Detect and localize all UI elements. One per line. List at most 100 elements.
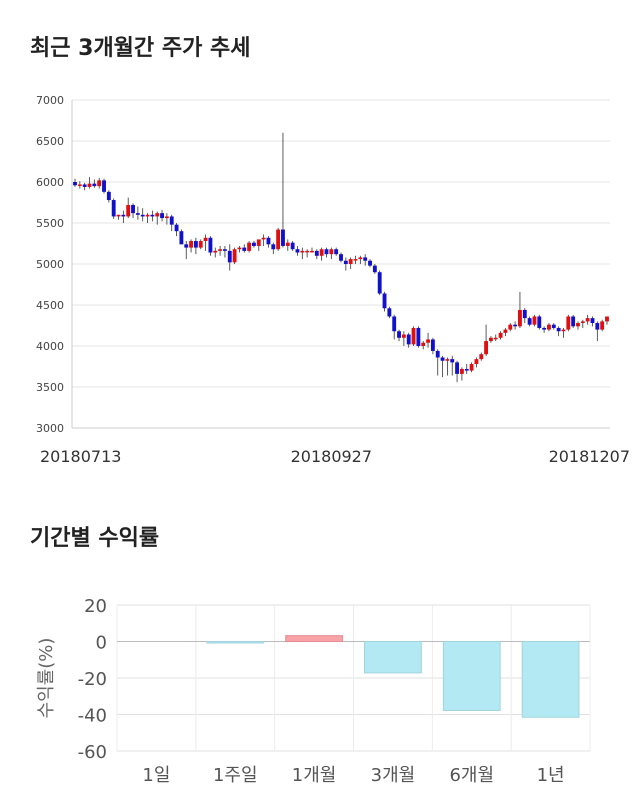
y-tick-label: 5000 <box>36 258 64 271</box>
candle-body <box>276 229 281 250</box>
x-tick-label: 20180713 <box>40 447 121 466</box>
candle-body <box>488 337 493 342</box>
candle-body <box>266 237 271 245</box>
candle-body <box>556 327 561 332</box>
candle-body <box>411 327 416 345</box>
candle-body <box>498 332 503 338</box>
candle-body <box>140 214 145 217</box>
candle-body <box>160 213 164 219</box>
y-tick-label: 4000 <box>36 340 64 353</box>
y-tick-label: -60 <box>78 742 107 763</box>
candle-body <box>537 316 542 328</box>
y-tick-label: 3000 <box>36 422 64 435</box>
candle-body <box>131 204 135 214</box>
candle-body <box>527 318 532 325</box>
candle-body <box>455 362 460 374</box>
candle-body <box>348 259 353 264</box>
candle-body <box>222 249 227 251</box>
candle-body <box>218 249 223 251</box>
candle-body <box>513 324 518 327</box>
candle-body <box>111 200 116 217</box>
candle-body <box>179 231 184 245</box>
candle-body <box>145 214 150 217</box>
candle-body <box>271 244 276 250</box>
candle-body <box>193 241 198 248</box>
candle-body <box>493 337 498 340</box>
candle-body <box>208 237 213 253</box>
candle-body <box>232 249 237 263</box>
candle-body <box>150 214 155 217</box>
y-tick-label: 3500 <box>36 381 64 394</box>
candle-body <box>532 316 537 325</box>
return-bar <box>521 641 580 718</box>
candle-body <box>198 241 203 248</box>
candle-body <box>203 237 208 242</box>
candle-body <box>285 242 290 246</box>
candle-body <box>387 308 392 317</box>
candle-body <box>518 309 522 327</box>
candlestick-chart: 7000 6500 6000 5500 5000 4500 4000 3500 3000 2018… <box>36 94 630 466</box>
y-tick-label: 4500 <box>36 299 64 312</box>
candle-body <box>353 259 358 261</box>
candle-body <box>256 239 261 246</box>
candle-body <box>469 364 474 371</box>
y-tick-label: 5500 <box>36 217 64 230</box>
candle-body <box>571 316 576 327</box>
x-tick-label: 1년 <box>537 765 565 786</box>
candle-body <box>464 368 469 371</box>
candle-body <box>397 331 401 338</box>
candle-body <box>121 214 126 217</box>
candle-body <box>319 249 324 256</box>
candle-body <box>92 183 97 187</box>
candle-body <box>382 293 387 309</box>
y-tick-label: -20 <box>78 669 107 690</box>
x-tick-label: 1일 <box>142 765 170 786</box>
candle-body <box>189 241 194 248</box>
x-tick-label: 6개월 <box>449 765 494 786</box>
candle-body <box>310 250 314 253</box>
candle-body <box>585 318 590 322</box>
candle-body <box>479 354 484 360</box>
returns-bar-chart: 20 0 -20 -40 -60 수익률(%) 1일 1주일 1개월 3개월 6개월 1년 <box>36 596 591 786</box>
candle-body <box>421 342 426 346</box>
candle-body <box>363 257 368 261</box>
return-bar <box>206 641 265 644</box>
candle-body <box>605 316 609 322</box>
candle-body <box>459 368 464 374</box>
candle-body <box>542 327 547 330</box>
candle-body <box>87 183 92 187</box>
candle-body <box>377 272 382 294</box>
candle-body <box>590 318 595 324</box>
candle-body <box>82 184 87 187</box>
candle-body <box>126 204 131 217</box>
candle-body <box>561 329 566 332</box>
y-tick-label: 6500 <box>36 135 64 148</box>
x-tick-label: 3개월 <box>371 765 416 786</box>
y-tick-label: 7000 <box>36 94 64 107</box>
candle-body <box>508 324 513 330</box>
candle-body <box>247 242 252 251</box>
candle-body <box>77 184 82 186</box>
candle-body <box>580 321 585 324</box>
candle-body <box>227 250 232 263</box>
candle-body <box>174 224 179 232</box>
candle-body <box>392 316 397 332</box>
candle-body <box>450 359 455 363</box>
candle-body <box>595 323 600 330</box>
candle-body <box>406 334 411 345</box>
candle-body <box>343 260 348 264</box>
candle-body <box>358 257 363 260</box>
candle-body <box>474 359 479 365</box>
candle-body <box>155 213 160 217</box>
x-tick-label: 20181207 <box>549 447 630 466</box>
candle-body <box>600 321 605 330</box>
candle-body <box>416 327 421 346</box>
candle-body <box>435 350 440 358</box>
candle-body <box>261 237 266 240</box>
candle-body <box>164 216 169 219</box>
candle-body <box>503 329 508 333</box>
candle-body <box>169 216 174 225</box>
candle-body <box>339 254 343 261</box>
candle-body <box>334 249 339 255</box>
candle-body <box>242 247 247 251</box>
